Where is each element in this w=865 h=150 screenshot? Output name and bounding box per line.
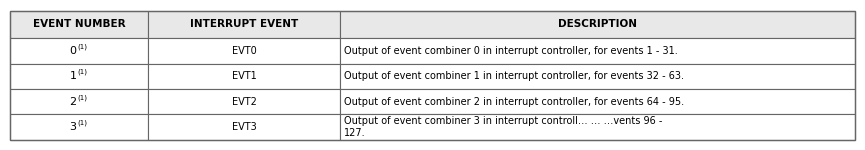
Text: Output of event combiner 0 in interrupt controller, for events 1 - 31.: Output of event combiner 0 in interrupt … bbox=[344, 46, 677, 56]
Bar bbox=[10, 64, 148, 89]
Text: 3: 3 bbox=[69, 122, 77, 132]
Text: EVT3: EVT3 bbox=[232, 122, 257, 132]
Bar bbox=[10, 11, 855, 140]
Bar bbox=[10, 38, 148, 64]
Bar bbox=[341, 64, 855, 89]
Text: (1): (1) bbox=[78, 94, 87, 101]
Bar bbox=[341, 89, 855, 114]
Text: Output of event combiner 1 in interrupt controller, for events 32 - 63.: Output of event combiner 1 in interrupt … bbox=[344, 71, 684, 81]
Text: 0: 0 bbox=[69, 46, 77, 56]
Text: EVT2: EVT2 bbox=[232, 97, 257, 106]
Bar bbox=[148, 89, 341, 114]
Text: (1): (1) bbox=[78, 44, 87, 50]
Bar bbox=[341, 11, 855, 38]
Text: DESCRIPTION: DESCRIPTION bbox=[558, 19, 637, 29]
Text: INTERRUPT EVENT: INTERRUPT EVENT bbox=[190, 19, 298, 29]
Text: (1): (1) bbox=[78, 120, 87, 126]
Text: (1): (1) bbox=[78, 69, 87, 75]
Text: EVT0: EVT0 bbox=[232, 46, 257, 56]
Bar bbox=[148, 11, 341, 38]
Text: 2: 2 bbox=[69, 97, 77, 106]
Bar bbox=[10, 11, 148, 38]
Bar bbox=[148, 64, 341, 89]
Text: 1: 1 bbox=[69, 71, 77, 81]
Bar bbox=[148, 114, 341, 140]
Text: Output of event combiner 3 in interrupt controll… … …vents 96 -
127.: Output of event combiner 3 in interrupt … bbox=[344, 116, 663, 138]
Bar bbox=[10, 89, 148, 114]
Text: Output of event combiner 2 in interrupt controller, for events 64 - 95.: Output of event combiner 2 in interrupt … bbox=[344, 97, 684, 106]
Bar bbox=[148, 38, 341, 64]
Text: EVT1: EVT1 bbox=[232, 71, 257, 81]
Bar bbox=[341, 38, 855, 64]
Bar bbox=[10, 114, 148, 140]
Text: EVENT NUMBER: EVENT NUMBER bbox=[33, 19, 125, 29]
Bar bbox=[341, 114, 855, 140]
